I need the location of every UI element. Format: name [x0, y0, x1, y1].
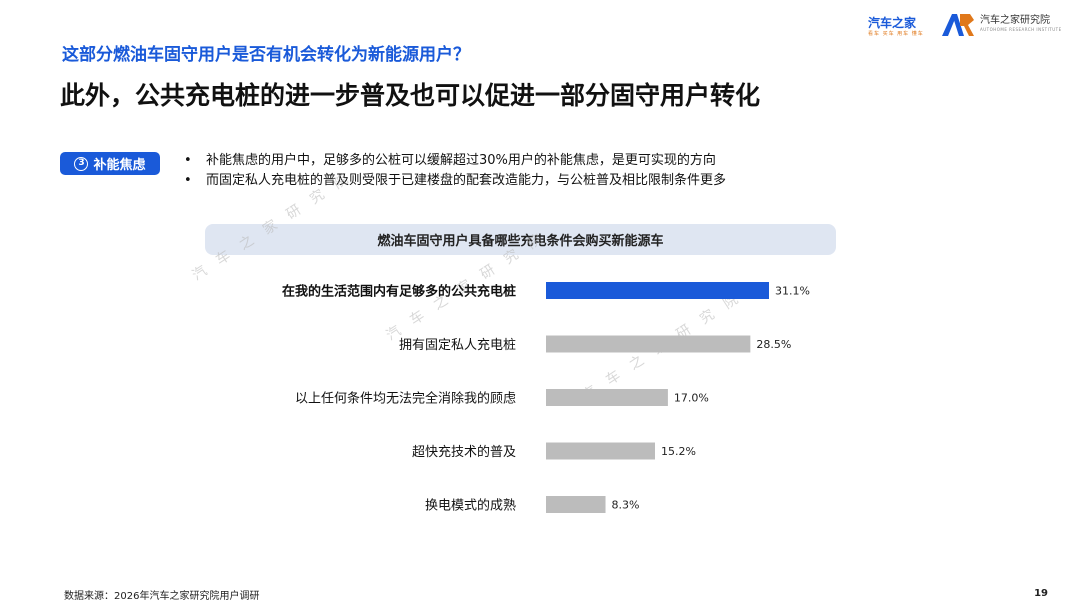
category-label: 超快充技术的普及 — [412, 444, 516, 460]
category-label: 换电模式的成熟 — [425, 498, 516, 514]
page-title: 此外，公共充电桩的进一步普及也可以促进一部分固守用户转化 — [60, 81, 761, 110]
category-label: 拥有固定私人充电桩 — [399, 337, 516, 353]
value-label: 15.2% — [661, 445, 696, 458]
section-badge: 3 补能焦虑 — [60, 152, 160, 175]
bullet-list: 补能焦虑的用户中，足够多的公桩可以缓解超过30%用户的补能焦虑，是更可实现的方向… — [184, 151, 726, 191]
chart-title: 燃油车固守用户具备哪些充电条件会购买新能源车 — [205, 224, 836, 255]
section-number: 3 — [74, 156, 89, 171]
page-number: 19 — [1034, 588, 1048, 599]
autohome-logo: 汽车之家 看车 买车 用车 懂车 — [868, 16, 934, 42]
autohome-logo-name: 汽车之家 — [868, 16, 917, 30]
bar — [546, 282, 769, 299]
bar — [546, 389, 668, 406]
section-badge-label: 补能焦虑 — [93, 158, 146, 173]
value-label: 8.3% — [612, 499, 640, 512]
bar — [546, 442, 655, 460]
category-label: 在我的生活范围内有足够多的公共充电桩 — [282, 284, 516, 300]
autohome-logo-tagline: 看车 买车 用车 懂车 — [868, 31, 924, 37]
bullet-item: 补能焦虑的用户中，足够多的公桩可以缓解超过30%用户的补能焦虑，是更可实现的方向 — [184, 151, 726, 171]
bullet-item: 而固定私人充电桩的普及则受限于已建楼盘的配套改造能力，与公桩普及相比限制条件更多 — [184, 171, 726, 191]
question-subtitle: 这部分燃油车固守用户是否有机会转化为新能源用户？ — [62, 45, 470, 65]
bar-chart: 在我的生活范围内有足够多的公共充电桩 31.1% 拥有固定私人充电桩 28.5% 以上任… — [282, 282, 810, 514]
value-label: 31.1% — [775, 285, 810, 298]
category-label: 以上任何条件均无法完全消除我的顾虑 — [295, 391, 516, 407]
data-source-note: 数据来源：2026年汽车之家研究院用户调研 — [64, 591, 260, 602]
institute-logo-name: 汽车之家研究院 — [980, 15, 1050, 26]
institute-logo: 汽车之家研究院 AUTOHOME RESEARCH INSTITUTE — [980, 15, 1062, 33]
value-label: 17.0% — [674, 392, 709, 405]
bar — [546, 496, 606, 513]
institute-logo-tagline: AUTOHOME RESEARCH INSTITUTE — [980, 27, 1062, 32]
ar-logo-icon — [942, 14, 974, 36]
value-label: 28.5% — [756, 338, 791, 351]
bar — [546, 335, 751, 353]
